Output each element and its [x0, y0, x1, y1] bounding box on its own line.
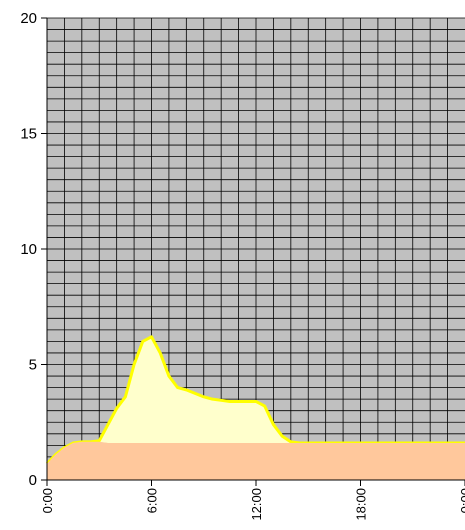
base-area-overlay	[47, 441, 465, 480]
x-tick-label: 0:00	[40, 488, 55, 513]
y-tick-label: 20	[20, 10, 37, 27]
y-tick-label: 15	[20, 126, 37, 143]
x-ticks: 0:00 6:00 12:00 18:00 0:00	[40, 480, 465, 521]
y-ticks: 0 5 10 15 20	[20, 10, 47, 489]
area-series	[45, 335, 465, 480]
x-tick-label: 6:00	[145, 488, 160, 513]
y-tick-label: 0	[29, 472, 37, 489]
y-tick-label: 10	[20, 241, 37, 258]
x-tick-label: 18:00	[354, 488, 369, 521]
x-tick-label: 0:00	[458, 488, 465, 513]
y-tick-label: 5	[29, 357, 37, 374]
x-tick-label: 12:00	[249, 488, 264, 521]
